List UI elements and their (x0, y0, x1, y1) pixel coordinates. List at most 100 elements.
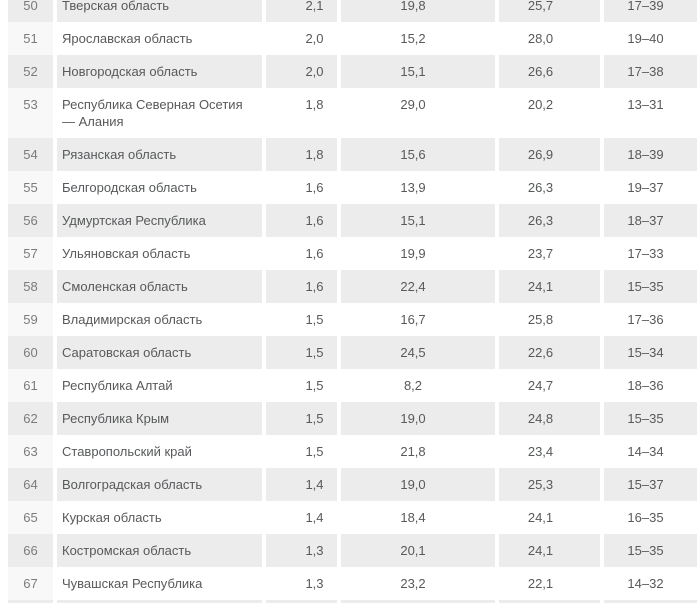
cell-value-1: 1,6 (262, 270, 337, 303)
cell-value-2: 23,2 (337, 567, 495, 600)
cell-region-name: Удмуртская Республика (53, 204, 262, 237)
cell-value-1: 1,6 (262, 204, 337, 237)
cell-rank: 67 (8, 567, 53, 600)
cell-range: 15–35 (600, 402, 697, 435)
table-row: 52 Новгородская область 2,0 15,1 26,6 17–38 (8, 55, 697, 88)
cell-value-1: 2,1 (262, 0, 337, 22)
cell-range: 14–32 (600, 567, 697, 600)
cell-empty (337, 600, 495, 603)
cell-value-3: 26,9 (495, 138, 600, 171)
cell-range: 17–39 (600, 0, 697, 22)
cell-value-1: 1,3 (262, 567, 337, 600)
cell-value-2: 15,2 (337, 22, 495, 55)
cell-value-3: 24,7 (495, 369, 600, 402)
cell-region-name: Тверская область (53, 0, 262, 22)
cell-range: 17–36 (600, 303, 697, 336)
cell-region-name: Волгоградская область (53, 468, 262, 501)
table-row: 51 Ярославская область 2,0 15,2 28,0 19–40 (8, 22, 697, 55)
cell-rank: 59 (8, 303, 53, 336)
cell-range: 16–35 (600, 501, 697, 534)
cell-value-2: 19,9 (337, 237, 495, 270)
cell-rank: 58 (8, 270, 53, 303)
cell-value-3: 25,3 (495, 468, 600, 501)
cell-value-1: 2,0 (262, 22, 337, 55)
cell-rank: 64 (8, 468, 53, 501)
cell-value-3: 26,3 (495, 171, 600, 204)
cell-value-2: 13,9 (337, 171, 495, 204)
cell-value-2: 15,1 (337, 204, 495, 237)
table-row: 61 Республика Алтай 1,5 8,2 24,7 18–36 (8, 369, 697, 402)
table-row: 50 Тверская область 2,1 19,8 25,7 17–39 (8, 0, 697, 22)
cell-range: 14–34 (600, 435, 697, 468)
table-row: 54 Рязанская область 1,8 15,6 26,9 18–39 (8, 138, 697, 171)
table-row: 58 Смоленская область 1,6 22,4 24,1 15–35 (8, 270, 697, 303)
cell-value-1: 1,5 (262, 435, 337, 468)
cell-range: 18–36 (600, 369, 697, 402)
cell-rank: 54 (8, 138, 53, 171)
cell-value-1: 1,4 (262, 501, 337, 534)
table-row: 64 Волгоградская область 1,4 19,0 25,3 15–37 (8, 468, 697, 501)
cell-empty (53, 600, 262, 603)
table-row: 59 Владимирская область 1,5 16,7 25,8 17–36 (8, 303, 697, 336)
table-row: 63 Ставропольский край 1,5 21,8 23,4 14–34 (8, 435, 697, 468)
cell-value-2: 15,1 (337, 55, 495, 88)
cell-rank: 55 (8, 171, 53, 204)
cell-value-2: 15,6 (337, 138, 495, 171)
cell-value-1: 1,3 (262, 534, 337, 567)
cell-range: 18–37 (600, 204, 697, 237)
cell-value-3: 25,8 (495, 303, 600, 336)
table-row: 60 Саратовская область 1,5 24,5 22,6 15–34 (8, 336, 697, 369)
cell-value-2: 20,1 (337, 534, 495, 567)
cell-range: 15–35 (600, 534, 697, 567)
cell-region-name: Саратовская область (53, 336, 262, 369)
cell-range: 18–39 (600, 138, 697, 171)
cell-value-1: 1,6 (262, 171, 337, 204)
cell-value-2: 24,5 (337, 336, 495, 369)
cell-range: 17–33 (600, 237, 697, 270)
cell-value-3: 20,2 (495, 88, 600, 138)
cell-rank: 53 (8, 88, 53, 138)
cell-region-name: Курская область (53, 501, 262, 534)
cell-empty (8, 600, 53, 603)
cell-rank: 52 (8, 55, 53, 88)
cell-rank: 66 (8, 534, 53, 567)
cell-region-name: Белгородская область (53, 171, 262, 204)
cell-range: 19–40 (600, 22, 697, 55)
cell-value-3: 26,3 (495, 204, 600, 237)
cell-value-2: 16,7 (337, 303, 495, 336)
cell-value-1: 1,4 (262, 468, 337, 501)
cell-value-1: 2,0 (262, 55, 337, 88)
cell-value-3: 24,1 (495, 270, 600, 303)
cell-value-2: 29,0 (337, 88, 495, 138)
cell-empty (495, 600, 600, 603)
cell-value-1: 1,6 (262, 237, 337, 270)
cell-region-name: Республика Крым (53, 402, 262, 435)
table-row: 66 Костромская область 1,3 20,1 24,1 15–35 (8, 534, 697, 567)
cell-value-2: 19,0 (337, 468, 495, 501)
cell-value-1: 1,5 (262, 336, 337, 369)
cell-rank: 56 (8, 204, 53, 237)
cell-rank: 63 (8, 435, 53, 468)
cell-rank: 50 (8, 0, 53, 22)
cell-value-1: 1,5 (262, 303, 337, 336)
cell-value-1: 1,8 (262, 88, 337, 138)
cell-range: 15–34 (600, 336, 697, 369)
cell-region-name: Чувашская Республика (53, 567, 262, 600)
cell-rank: 51 (8, 22, 53, 55)
cell-value-3: 23,7 (495, 237, 600, 270)
cell-rank: 60 (8, 336, 53, 369)
cell-region-name: Рязанская область (53, 138, 262, 171)
cell-region-name: Ставропольский край (53, 435, 262, 468)
cell-value-3: 28,0 (495, 22, 600, 55)
cell-region-name: Новгородская область (53, 55, 262, 88)
regions-table-body: 50 Тверская область 2,1 19,8 25,7 17–39 51 Ярос… (8, 0, 697, 603)
cell-rank: 57 (8, 237, 53, 270)
table-row: 56 Удмуртская Республика 1,6 15,1 26,3 18–37 (8, 204, 697, 237)
cell-value-3: 24,1 (495, 501, 600, 534)
cell-value-2: 19,0 (337, 402, 495, 435)
cell-empty (262, 600, 337, 603)
cell-value-3: 24,8 (495, 402, 600, 435)
cell-rank: 61 (8, 369, 53, 402)
cell-region-name: Смоленская область (53, 270, 262, 303)
